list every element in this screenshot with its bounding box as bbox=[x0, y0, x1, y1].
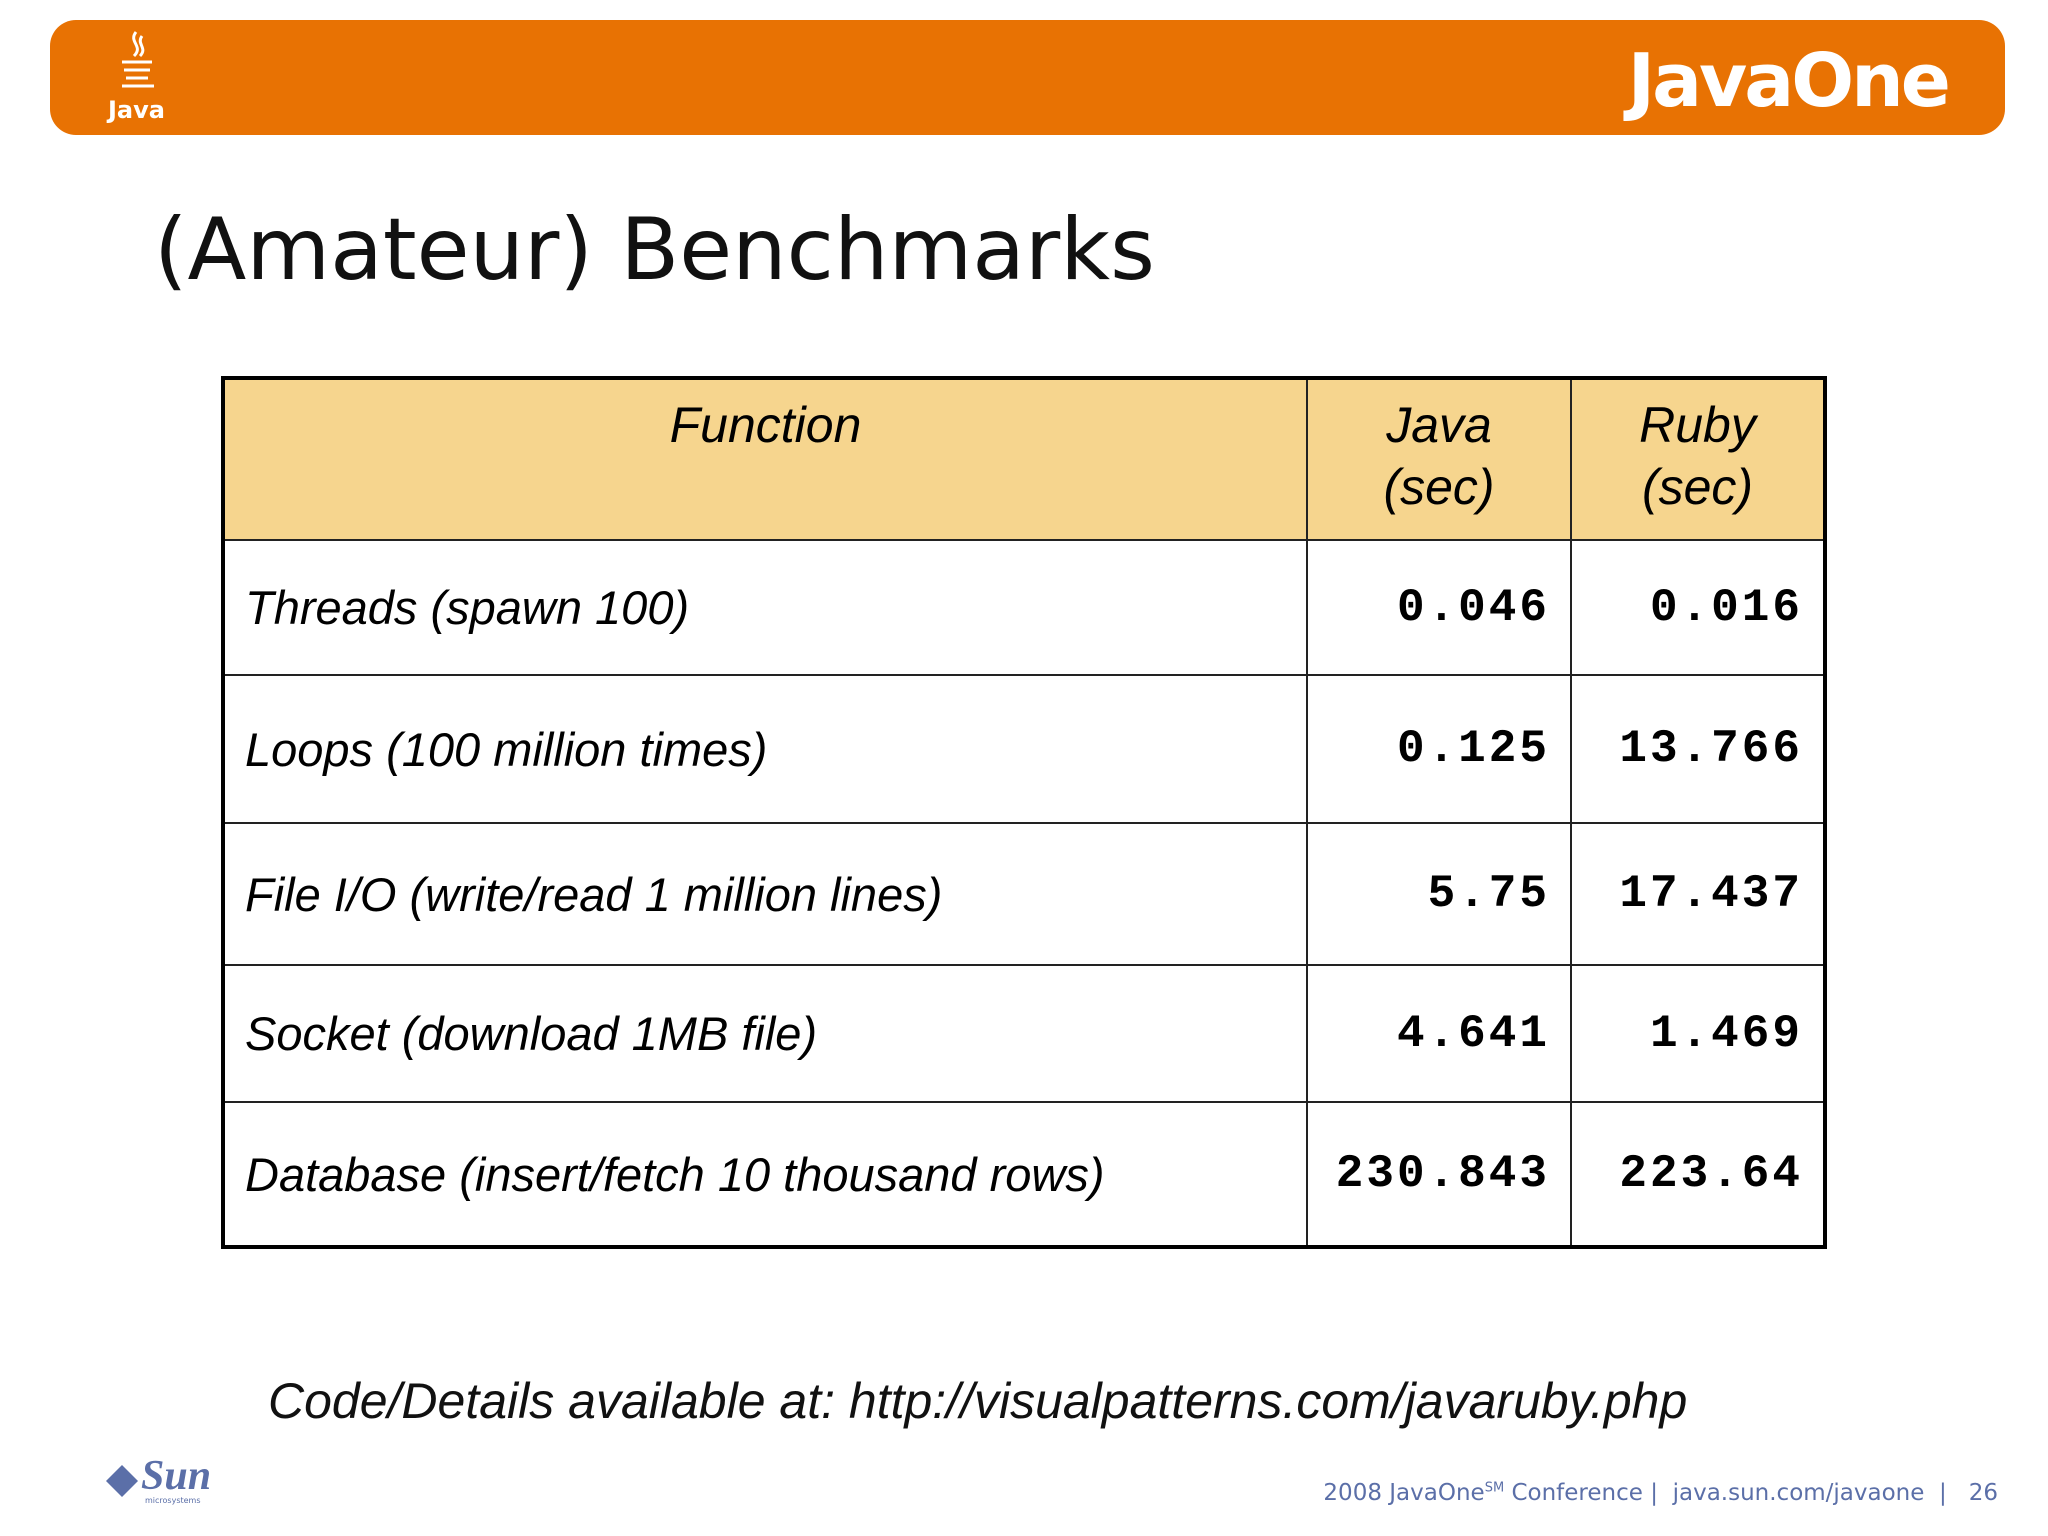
value-cell: 0.125 bbox=[1306, 674, 1572, 824]
value-cell: 0.016 bbox=[1570, 539, 1826, 676]
table-row: File I/O (write/read 1 million lines) 5.7… bbox=[222, 822, 1826, 966]
benchmark-table: Function Java (sec) Ruby (sec) Threads (sp… bbox=[221, 376, 1827, 1249]
table-row: Threads (spawn 100) 0.046 0.016 bbox=[222, 539, 1826, 676]
function-cell: File I/O (write/read 1 million lines) bbox=[222, 822, 1308, 966]
value-cell: 5.75 bbox=[1306, 822, 1572, 966]
column-header-text: Java (sec) bbox=[1383, 397, 1495, 515]
event: 2008 JavaOne bbox=[1323, 1480, 1485, 1506]
value-cell: 223.64 bbox=[1570, 1101, 1826, 1248]
function-cell: Database (insert/fetch 10 thousand rows) bbox=[222, 1101, 1308, 1248]
table-row: Database (insert/fetch 10 thousand rows)… bbox=[222, 1101, 1826, 1248]
sun-logo: Sun microsystems bbox=[105, 1452, 212, 1505]
value-cell: 0.046 bbox=[1306, 539, 1572, 676]
conference: Conference bbox=[1511, 1480, 1643, 1506]
column-header-text: Ruby (sec) bbox=[1639, 397, 1756, 515]
value-cell: 17.437 bbox=[1570, 822, 1826, 966]
sun-subtext: microsystems bbox=[145, 1496, 201, 1505]
url: java.sun.com/javaone bbox=[1672, 1480, 1925, 1506]
value-cell: 230.843 bbox=[1306, 1101, 1572, 1248]
column-header: Function bbox=[222, 377, 1308, 541]
value-cell: 1.469 bbox=[1570, 964, 1826, 1103]
sun-icon bbox=[106, 1465, 138, 1497]
table-row: Loops (100 million times) 0.125 13.766 bbox=[222, 674, 1826, 824]
note: Code/Details available at: http://visual… bbox=[268, 1373, 1688, 1429]
java-logo: Java bbox=[108, 96, 165, 124]
header-bar bbox=[50, 20, 2005, 135]
table-row: Socket (download 1MB file) 4.641 1.469 bbox=[222, 964, 1826, 1103]
footer: 2008 JavaOneSM Conference | java.sun.com… bbox=[1323, 1480, 1998, 1506]
javaone-logo: JavaOne bbox=[1627, 38, 1951, 124]
column-header: Ruby (sec) bbox=[1570, 377, 1826, 541]
java-cup-icon bbox=[122, 31, 154, 88]
column-header-text: Function bbox=[669, 397, 862, 453]
value-cell: 13.766 bbox=[1570, 674, 1826, 824]
sun-text: Sun bbox=[141, 1453, 212, 1499]
value-cell: 4.641 bbox=[1306, 964, 1572, 1103]
function-cell: Socket (download 1MB file) bbox=[222, 964, 1308, 1103]
function-cell: Threads (spawn 100) bbox=[222, 539, 1308, 676]
column-header: Java (sec) bbox=[1306, 377, 1572, 541]
service-mark: SM bbox=[1484, 1480, 1505, 1496]
header-row: Function Java (sec) Ruby (sec) bbox=[222, 377, 1826, 541]
page-number: 26 bbox=[1968, 1480, 1998, 1506]
slide-title: (Amateur) Benchmarks bbox=[154, 200, 1155, 300]
function-cell: Loops (100 million times) bbox=[222, 674, 1308, 824]
